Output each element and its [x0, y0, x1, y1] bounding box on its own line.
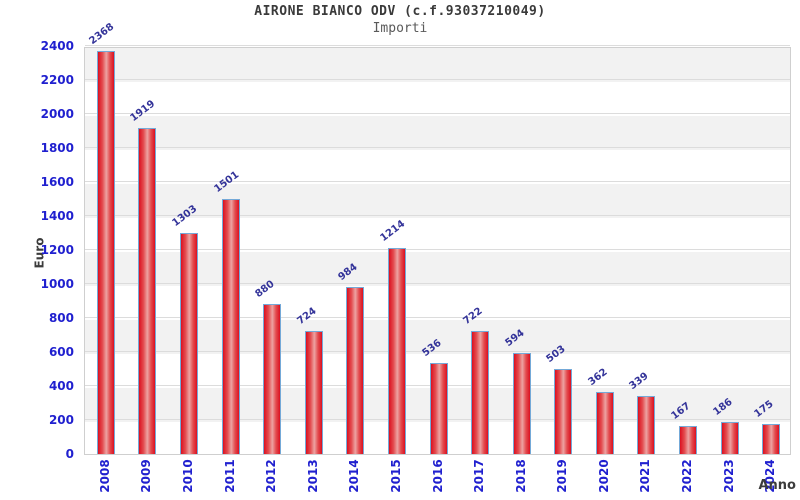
bar-value-label: 1214 — [378, 218, 408, 244]
bar-2010 — [179, 232, 198, 454]
y-tick-label: 2400 — [40, 39, 74, 53]
bar-2021 — [637, 396, 656, 454]
bar-2016 — [429, 362, 448, 454]
bar-2009 — [138, 127, 157, 454]
bar-value-label: 594 — [503, 327, 527, 350]
bar-2022 — [679, 425, 698, 454]
y-tick-label: 1200 — [40, 243, 74, 257]
bar-2012 — [263, 304, 282, 454]
bar-value-label: 339 — [627, 371, 652, 393]
x-tick-label: 2016 — [430, 459, 445, 493]
x-tick-label: 2018 — [513, 459, 528, 493]
bar-value-label: 984 — [336, 261, 360, 283]
x-tick-label: 2012 — [264, 459, 279, 493]
y-tick-label: 2200 — [40, 73, 74, 87]
x-tick-label: 2015 — [388, 459, 403, 493]
gridline — [85, 147, 790, 148]
gridline — [85, 45, 790, 46]
bar-2020 — [595, 392, 614, 454]
bar-2015 — [387, 247, 406, 454]
y-tick-label: 800 — [48, 311, 74, 325]
y-tick-label: 600 — [48, 345, 74, 359]
gridline — [85, 113, 790, 114]
x-tick-label: 2013 — [305, 459, 320, 493]
gridline — [85, 317, 790, 318]
bar-2014 — [346, 286, 365, 454]
bar-2018 — [512, 353, 531, 454]
bar-2024 — [762, 424, 781, 454]
gridline — [85, 249, 790, 250]
chart-title: AIRONE BIANCO ODV (c.f.93037210049) — [254, 4, 546, 19]
gridline — [85, 351, 790, 352]
x-tick-label: 2022 — [680, 459, 695, 493]
bar-value-label: 724 — [295, 305, 319, 327]
bar-2023 — [720, 422, 739, 454]
gridline — [85, 215, 790, 216]
y-tick-label: 400 — [48, 379, 74, 393]
x-tick-label: 2014 — [347, 459, 362, 493]
x-tick-label: 2011 — [222, 459, 237, 493]
gridline — [85, 181, 790, 182]
gridline — [85, 283, 790, 284]
x-tick-label: 2017 — [472, 459, 487, 493]
plot-area: 2368 1919 1303 1501 880 724 984 1214 536 722 594 50… — [84, 22, 791, 455]
bar-2013 — [304, 330, 323, 454]
bar-value-label: 503 — [544, 343, 568, 365]
x-tick-label: 2010 — [180, 459, 195, 493]
x-tick-label: 2020 — [596, 459, 611, 493]
x-tick-label: 2023 — [721, 459, 736, 493]
bar-2019 — [554, 368, 573, 454]
bar-value-label: 1501 — [211, 169, 241, 195]
y-tick-label: 2000 — [40, 107, 74, 121]
bar-2017 — [471, 331, 490, 454]
x-tick-label: 2008 — [97, 459, 112, 493]
bar-value-label: 536 — [419, 337, 444, 359]
bar-2008 — [96, 51, 115, 454]
y-tick-label: 1000 — [40, 277, 74, 291]
y-tick-label: 200 — [48, 413, 74, 427]
bar-value-label: 1919 — [128, 98, 158, 124]
y-tick-label: 1600 — [40, 175, 74, 189]
bar-value-label: 175 — [752, 398, 776, 421]
gridline — [85, 79, 790, 80]
y-tick-label: 0 — [65, 447, 74, 461]
x-axis-label: Anno — [758, 478, 796, 493]
x-tick-label: 2019 — [555, 459, 570, 493]
y-tick-label: 1400 — [40, 209, 74, 223]
chart-subtitle: Importi — [372, 21, 428, 36]
x-tick-label: 2021 — [638, 459, 653, 493]
x-tick-label: 2009 — [139, 459, 154, 493]
bar-2011 — [221, 198, 240, 454]
bar-value-label: 722 — [461, 305, 485, 328]
bar-value-label: 186 — [710, 397, 735, 419]
y-tick-label: 1800 — [40, 141, 74, 155]
